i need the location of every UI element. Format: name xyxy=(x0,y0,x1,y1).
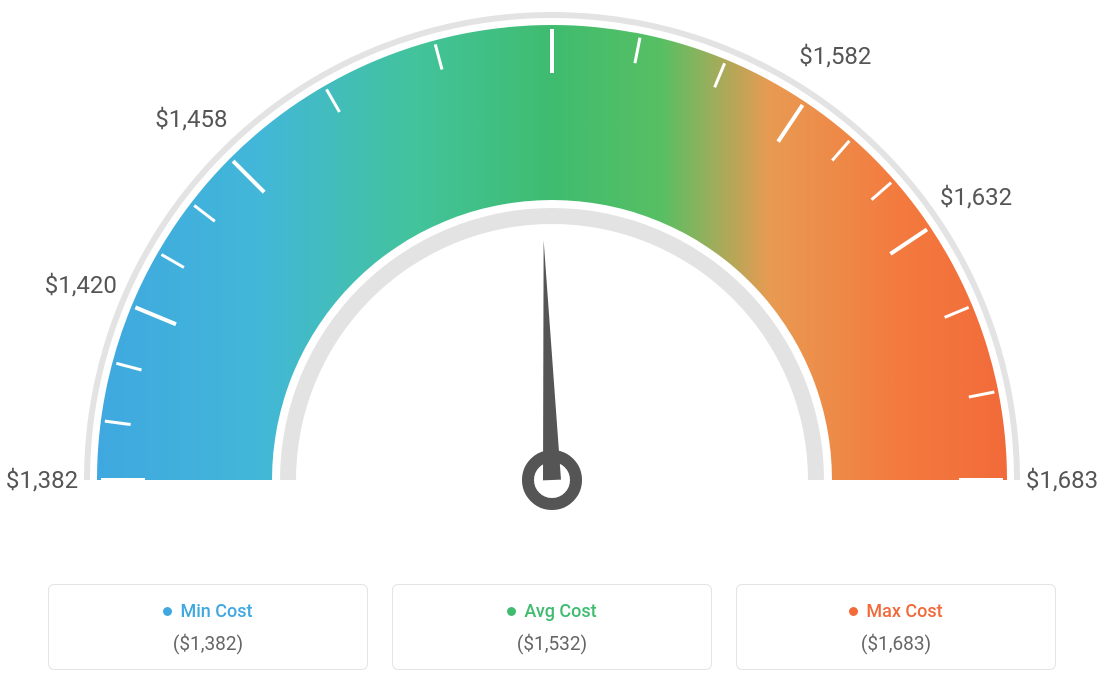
legend-title-avg: Avg Cost xyxy=(507,601,596,622)
legend-card-avg: Avg Cost ($1,532) xyxy=(392,584,712,670)
gauge-tick-label: $1,458 xyxy=(155,105,227,133)
gauge-tick-label: $1,582 xyxy=(799,42,871,70)
legend-title-text: Avg Cost xyxy=(524,601,596,622)
gauge-tick-label: $1,382 xyxy=(6,466,78,494)
legend-card-min: Min Cost ($1,382) xyxy=(48,584,368,670)
legend-value-min: ($1,382) xyxy=(49,632,367,655)
gauge-svg xyxy=(0,0,1104,540)
legend-title-min: Min Cost xyxy=(163,601,252,622)
legend-row: Min Cost ($1,382) Avg Cost ($1,532) Max … xyxy=(0,584,1104,670)
legend-value-avg: ($1,532) xyxy=(393,632,711,655)
legend-value-max: ($1,683) xyxy=(737,632,1055,655)
cost-gauge: $1,382$1,420$1,458$1,532$1,582$1,632$1,6… xyxy=(0,0,1104,540)
gauge-tick-label: $1,420 xyxy=(45,271,117,299)
dot-icon xyxy=(163,607,172,616)
gauge-tick-label: $1,632 xyxy=(940,183,1012,211)
dot-icon xyxy=(849,607,858,616)
legend-title-max: Max Cost xyxy=(849,601,942,622)
legend-card-max: Max Cost ($1,683) xyxy=(736,584,1056,670)
legend-title-text: Max Cost xyxy=(866,601,942,622)
gauge-tick-label: $1,683 xyxy=(1026,466,1098,494)
legend-title-text: Min Cost xyxy=(180,601,252,622)
dot-icon xyxy=(507,607,516,616)
